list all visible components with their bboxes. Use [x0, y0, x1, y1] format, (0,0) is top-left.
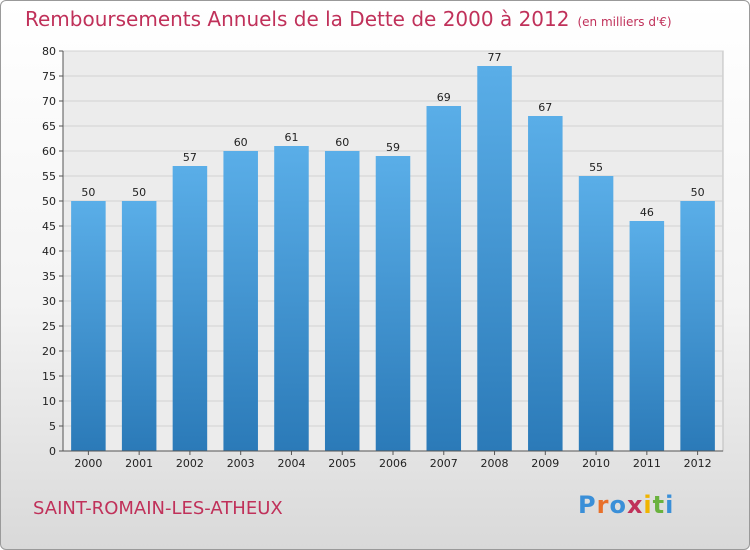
value-label-2005: 60: [335, 136, 349, 149]
y-tick-label: 30: [42, 295, 56, 308]
value-label-2012: 50: [691, 186, 705, 199]
y-tick-label: 5: [49, 420, 56, 433]
y-tick-label: 35: [42, 270, 56, 283]
y-tick-label: 25: [42, 320, 56, 333]
y-tick-label: 65: [42, 120, 56, 133]
y-tick-label: 75: [42, 70, 56, 83]
title-text: Remboursements Annuels de la Dette de 20…: [25, 7, 570, 31]
x-axis: 2000 2001 2002 2003 2004 2005 2006 2007 2008 2009…: [63, 450, 723, 470]
bars: 50 50 57 60 61 60 59 69 77 67 55 46 50: [71, 51, 715, 451]
value-label-2004: 61: [284, 131, 298, 144]
x-tick-label-2005: 2005: [328, 457, 356, 470]
bar-2008: [477, 66, 512, 451]
bar-chart: 50 50 57 60 61 60 59 69 77 67 55 46 50 0 5 10 15 20 25 30 3…: [42, 45, 724, 470]
x-tick-label-2003: 2003: [227, 457, 255, 470]
bar-2007: [426, 106, 462, 451]
x-tick-label-2006: 2006: [379, 457, 407, 470]
logo-letter: i: [643, 491, 653, 519]
value-label-2008: 77: [488, 51, 502, 64]
x-tick-label-2008: 2008: [481, 457, 509, 470]
y-tick-label: 10: [42, 395, 56, 408]
logo-letter: i: [665, 491, 675, 519]
x-tick-label-2012: 2012: [684, 457, 712, 470]
y-tick-label: 80: [42, 45, 56, 58]
unit-text: (en milliers d'€): [577, 15, 672, 29]
y-tick-label: 55: [42, 170, 56, 183]
x-tick-label-2001: 2001: [125, 457, 153, 470]
bar-2009: [528, 116, 563, 451]
bar-2002: [172, 166, 208, 451]
bar-2006: [375, 156, 411, 451]
y-axis: 0 5 10 15 20 25 30 35 40 45 50 55 60 65 70 75 80: [42, 45, 64, 458]
x-tick-label-2000: 2000: [74, 457, 102, 470]
logo-letter: o: [609, 491, 627, 519]
value-label-2003: 60: [234, 136, 248, 149]
y-tick-label: 15: [42, 370, 56, 383]
bar-2000: [71, 201, 106, 451]
bar-2011: [629, 221, 665, 451]
value-label-2009: 67: [538, 101, 552, 114]
y-tick-label: 0: [49, 445, 56, 458]
y-tick-label: 45: [42, 220, 56, 233]
value-label-2007: 69: [437, 91, 451, 104]
x-tick-label-2009: 2009: [531, 457, 559, 470]
logo-letter: x: [626, 491, 644, 519]
logo-letter: P: [578, 491, 597, 519]
y-tick-label: 70: [42, 95, 56, 108]
y-tick-label: 40: [42, 245, 56, 258]
value-label-2010: 55: [589, 161, 603, 174]
value-label-2001: 50: [132, 186, 146, 199]
chart-title: Remboursements Annuels de la Dette de 20…: [25, 7, 672, 31]
logo-letter: r: [596, 491, 610, 519]
value-label-2011: 46: [640, 206, 654, 219]
bar-2004: [274, 146, 309, 451]
value-label-2002: 57: [183, 151, 197, 164]
x-tick-label-2010: 2010: [582, 457, 610, 470]
logo-letter: t: [652, 491, 666, 519]
bar-2012: [680, 201, 715, 451]
proxiti-logo: Proxiti: [578, 491, 674, 519]
commune-name: SAINT-ROMAIN-LES-ATHEUX: [33, 498, 283, 519]
x-tick-label-2007: 2007: [430, 457, 458, 470]
x-tick-label-2002: 2002: [176, 457, 204, 470]
y-tick-label: 20: [42, 345, 56, 358]
bar-2010: [578, 176, 614, 451]
value-label-2000: 50: [81, 186, 95, 199]
x-tick-label-2011: 2011: [633, 457, 661, 470]
bar-2003: [223, 151, 258, 451]
y-tick-label: 50: [42, 195, 56, 208]
bar-2005: [324, 151, 360, 451]
value-label-2006: 59: [386, 141, 400, 154]
x-tick-label-2004: 2004: [277, 457, 305, 470]
y-tick-label: 60: [42, 145, 56, 158]
bar-2001: [121, 201, 157, 451]
